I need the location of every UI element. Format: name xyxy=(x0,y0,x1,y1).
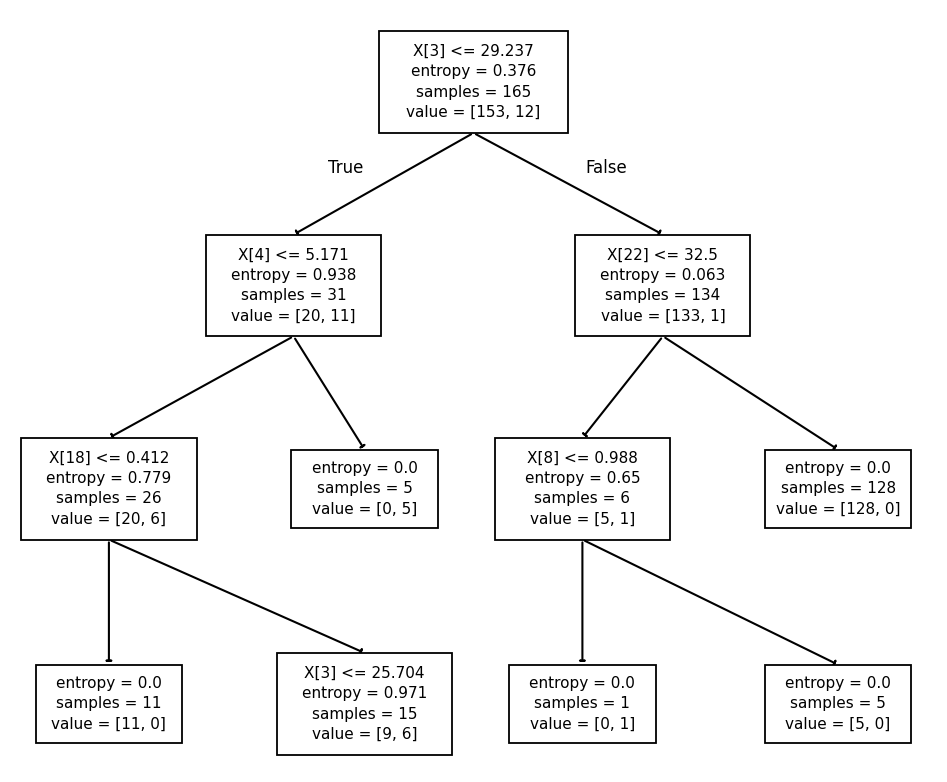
Bar xyxy=(277,653,453,755)
Text: entropy = 0.0
samples = 11
value = [11, 0]: entropy = 0.0 samples = 11 value = [11, … xyxy=(51,676,167,732)
Bar xyxy=(292,450,438,528)
Text: True: True xyxy=(328,159,364,178)
Bar xyxy=(575,235,750,336)
Text: X[22] <= 32.5
entropy = 0.063
samples = 134
value = [133, 1]: X[22] <= 32.5 entropy = 0.063 samples = … xyxy=(600,247,725,324)
Text: entropy = 0.0
samples = 128
value = [128, 0]: entropy = 0.0 samples = 128 value = [128… xyxy=(776,461,901,517)
Text: X[3] <= 29.237
entropy = 0.376
samples = 165
value = [153, 12]: X[3] <= 29.237 entropy = 0.376 samples =… xyxy=(406,44,541,120)
Text: X[18] <= 0.412
entropy = 0.779
samples = 26
value = [20, 6]: X[18] <= 0.412 entropy = 0.779 samples =… xyxy=(46,450,171,527)
Text: entropy = 0.0
samples = 1
value = [0, 1]: entropy = 0.0 samples = 1 value = [0, 1] xyxy=(529,676,635,732)
Text: X[8] <= 0.988
entropy = 0.65
samples = 6
value = [5, 1]: X[8] <= 0.988 entropy = 0.65 samples = 6… xyxy=(525,450,640,527)
Text: X[4] <= 5.171
entropy = 0.938
samples = 31
value = [20, 11]: X[4] <= 5.171 entropy = 0.938 samples = … xyxy=(231,247,356,324)
Bar xyxy=(509,665,656,743)
Bar xyxy=(494,438,670,540)
Text: False: False xyxy=(585,159,627,178)
Text: entropy = 0.0
samples = 5
value = [5, 0]: entropy = 0.0 samples = 5 value = [5, 0] xyxy=(785,676,891,732)
Bar xyxy=(765,665,912,743)
Bar xyxy=(379,31,568,133)
Bar xyxy=(206,235,381,336)
Text: X[3] <= 25.704
entropy = 0.971
samples = 15
value = [9, 6]: X[3] <= 25.704 entropy = 0.971 samples =… xyxy=(302,665,427,742)
Bar xyxy=(22,438,197,540)
Bar xyxy=(765,450,912,528)
Text: entropy = 0.0
samples = 5
value = [0, 5]: entropy = 0.0 samples = 5 value = [0, 5] xyxy=(312,461,418,517)
Bar xyxy=(36,665,183,743)
